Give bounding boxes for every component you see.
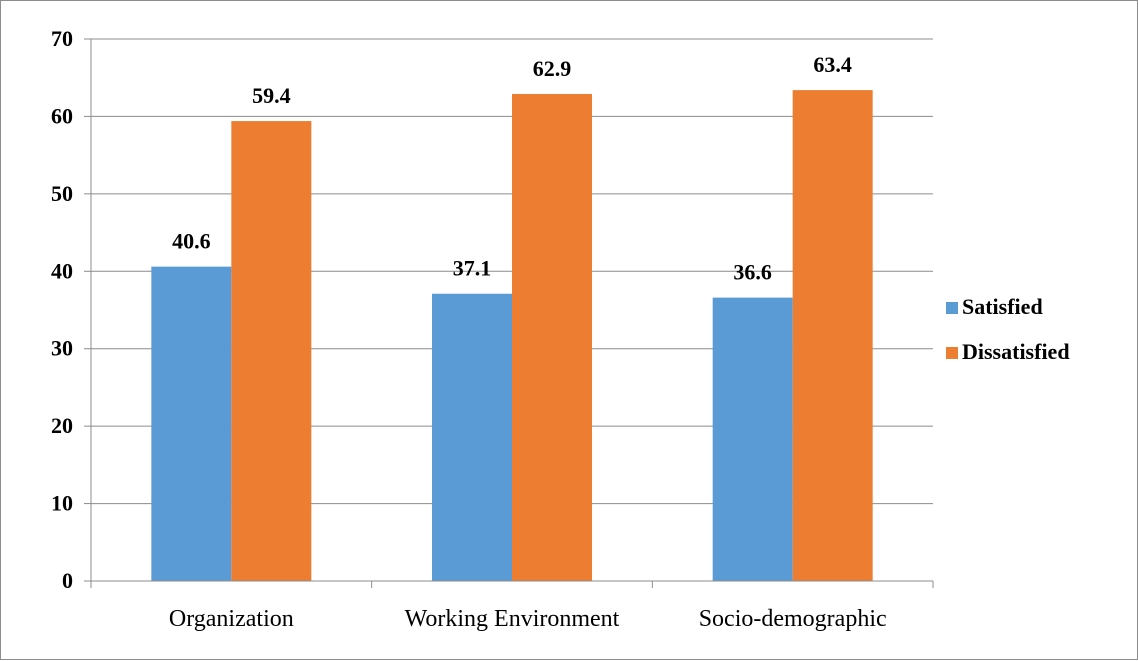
x-tick-label: Socio-demographic (699, 606, 887, 632)
bar-dissatisfied-2 (792, 90, 873, 582)
data-label: 40.6 (172, 229, 211, 254)
y-tick-label: 70 (51, 26, 73, 51)
bar-dissatisfied-1 (512, 93, 592, 581)
legend-swatch-dissatisfied (946, 347, 958, 359)
bar-satisfied-1 (432, 293, 512, 581)
legend-label-dissatisfied: Dissatisfied (962, 339, 1070, 364)
y-tick-label: 40 (51, 258, 73, 283)
bar-satisfied-0 (151, 266, 232, 581)
legend: Satisfied Dissatisfied (946, 294, 1070, 364)
data-label: 37.1 (453, 256, 492, 281)
bars (151, 90, 873, 582)
x-tick-label: Working Environment (405, 606, 620, 632)
x-tick-label: Organization (169, 606, 294, 632)
data-label: 36.6 (733, 260, 772, 285)
bar-dissatisfied-0 (231, 121, 312, 582)
data-label: 63.4 (813, 52, 852, 77)
y-tick-label: 30 (51, 336, 73, 361)
y-tick-label: 50 (51, 181, 73, 206)
y-tick-label: 10 (51, 491, 73, 516)
legend-label-satisfied: Satisfied (962, 294, 1043, 319)
bar-satisfied-2 (712, 297, 793, 581)
data-label: 59.4 (252, 83, 291, 108)
legend-swatch-satisfied (946, 302, 958, 314)
axes: 0 10 20 30 40 50 60 70 Organization Working Envir… (51, 26, 934, 632)
y-tick-label: 0 (62, 568, 73, 593)
data-labels: 40.6 59.4 37.1 62.9 36.6 63.4 (172, 52, 852, 285)
data-label: 62.9 (533, 56, 572, 81)
y-tick-label: 20 (51, 413, 73, 438)
y-tick-label: 60 (51, 103, 73, 128)
